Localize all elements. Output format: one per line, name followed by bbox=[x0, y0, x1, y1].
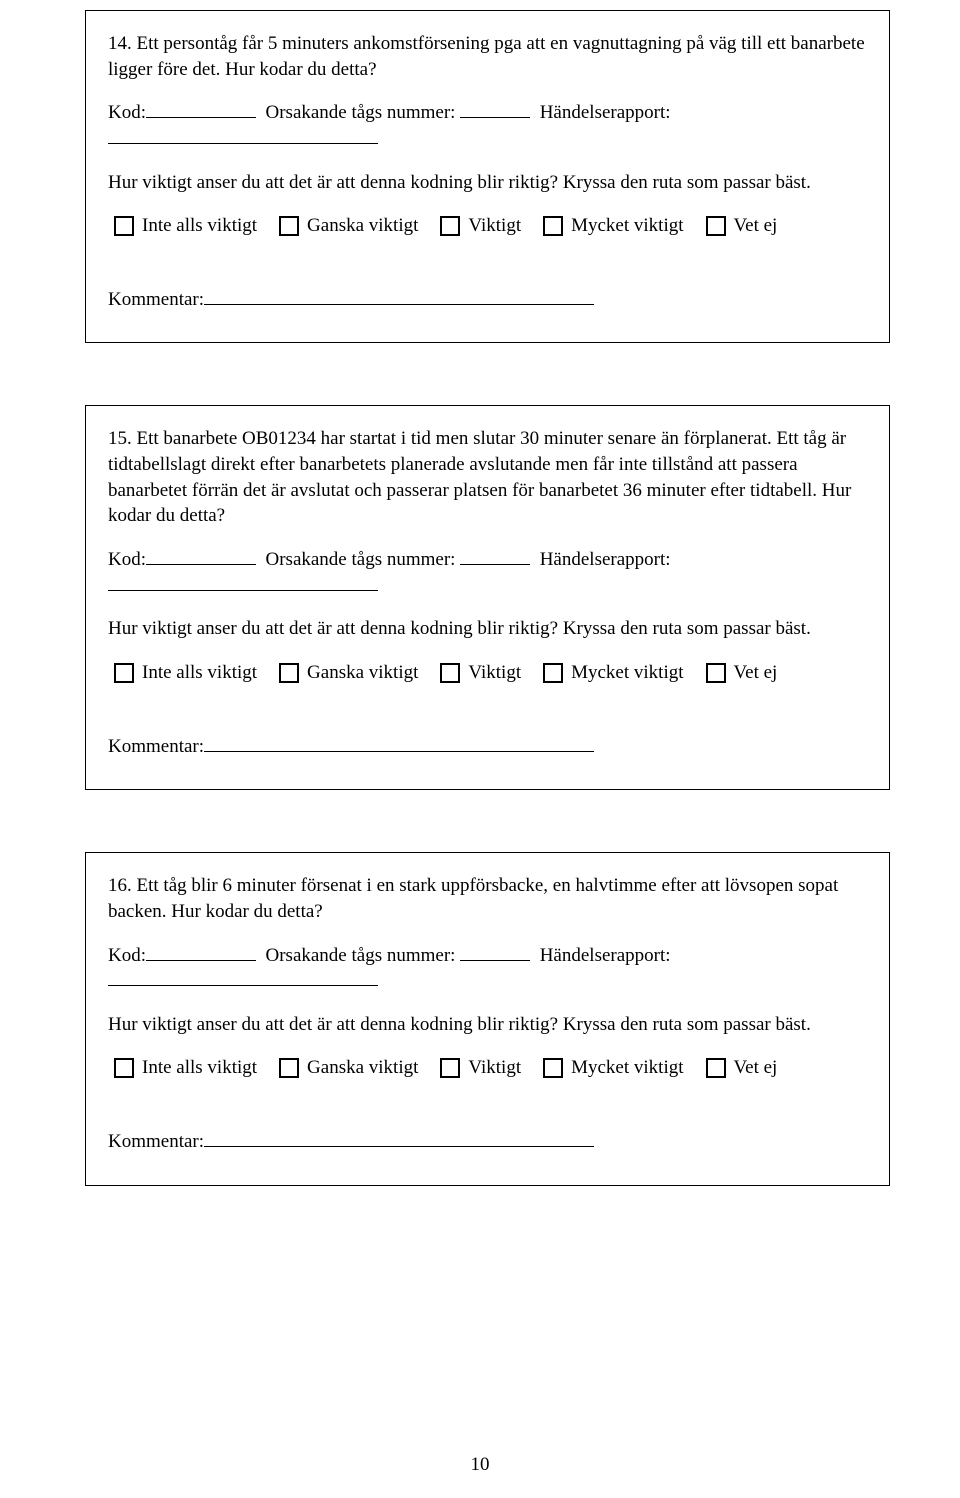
page-number: 10 bbox=[0, 1452, 960, 1478]
kommentar-label: Kommentar: bbox=[108, 736, 204, 757]
question-15-text: 15. Ett banarbete OB01234 har startat i … bbox=[108, 426, 867, 529]
q14-opt-inte[interactable]: Inte alls viktigt bbox=[114, 213, 257, 239]
q14-opt-viktigt[interactable]: Viktigt bbox=[440, 213, 521, 239]
opt-label: Viktigt bbox=[468, 213, 521, 239]
checkbox-icon[interactable] bbox=[543, 216, 563, 236]
orsakande-input-line[interactable] bbox=[460, 960, 530, 961]
q14-opt-vetej[interactable]: Vet ej bbox=[706, 213, 778, 239]
question-16-text: 16. Ett tåg blir 6 minuter försenat i en… bbox=[108, 873, 867, 924]
kod-label: Kod: bbox=[108, 945, 146, 966]
opt-label: Inte alls viktigt bbox=[142, 1055, 257, 1081]
q15-opt-viktigt[interactable]: Viktigt bbox=[440, 660, 521, 686]
q14-comment: Kommentar: bbox=[108, 287, 867, 313]
opt-label: Ganska viktigt bbox=[307, 1055, 418, 1081]
q15-opt-ganska[interactable]: Ganska viktigt bbox=[279, 660, 418, 686]
comment-input-line[interactable] bbox=[204, 751, 594, 752]
checkbox-icon[interactable] bbox=[279, 216, 299, 236]
orsakande-label: Orsakande tågs nummer: bbox=[266, 549, 456, 570]
orsakande-label: Orsakande tågs nummer: bbox=[266, 102, 456, 123]
q15-comment: Kommentar: bbox=[108, 734, 867, 760]
kommentar-label: Kommentar: bbox=[108, 1131, 204, 1152]
comment-input-line[interactable] bbox=[204, 1146, 594, 1147]
kod-input-line[interactable] bbox=[146, 564, 256, 565]
kod-input-line[interactable] bbox=[146, 960, 256, 961]
orsakande-input-line[interactable] bbox=[460, 117, 530, 118]
kommentar-label: Kommentar: bbox=[108, 289, 204, 310]
kod-label: Kod: bbox=[108, 549, 146, 570]
handelserapport-label: Händelserapport: bbox=[540, 945, 671, 966]
question-15-box: 15. Ett banarbete OB01234 har startat i … bbox=[85, 405, 890, 790]
checkbox-icon[interactable] bbox=[543, 663, 563, 683]
q16-opt-vetej[interactable]: Vet ej bbox=[706, 1055, 778, 1081]
checkbox-icon[interactable] bbox=[543, 1058, 563, 1078]
question-16-box: 16. Ett tåg blir 6 minuter försenat i en… bbox=[85, 852, 890, 1185]
q16-opt-viktigt[interactable]: Viktigt bbox=[440, 1055, 521, 1081]
handelserapport-label: Händelserapport: bbox=[540, 102, 671, 123]
q15-opt-vetej[interactable]: Vet ej bbox=[706, 660, 778, 686]
q15-opt-mycket[interactable]: Mycket viktigt bbox=[543, 660, 683, 686]
checkbox-icon[interactable] bbox=[706, 1058, 726, 1078]
q16-opt-mycket[interactable]: Mycket viktigt bbox=[543, 1055, 683, 1081]
page: 14. Ett persontåg får 5 minuters ankomst… bbox=[0, 0, 960, 1498]
checkbox-icon[interactable] bbox=[114, 216, 134, 236]
q14-opt-mycket[interactable]: Mycket viktigt bbox=[543, 213, 683, 239]
question-14-text: 14. Ett persontåg får 5 minuters ankomst… bbox=[108, 31, 867, 82]
opt-label: Vet ej bbox=[734, 660, 778, 686]
q14-instruction: Hur viktigt anser du att det är att denn… bbox=[108, 170, 867, 196]
checkbox-icon[interactable] bbox=[706, 216, 726, 236]
checkbox-icon[interactable] bbox=[279, 1058, 299, 1078]
opt-label: Ganska viktigt bbox=[307, 660, 418, 686]
question-14-box: 14. Ett persontåg får 5 minuters ankomst… bbox=[85, 10, 890, 343]
handelserapport-input-line[interactable] bbox=[108, 985, 378, 986]
q14-opt-ganska[interactable]: Ganska viktigt bbox=[279, 213, 418, 239]
q14-options-row: Inte alls viktigt Ganska viktigt Viktigt… bbox=[108, 213, 867, 239]
opt-label: Mycket viktigt bbox=[571, 660, 683, 686]
opt-label: Mycket viktigt bbox=[571, 213, 683, 239]
opt-label: Mycket viktigt bbox=[571, 1055, 683, 1081]
handelserapport-input-line[interactable] bbox=[108, 590, 378, 591]
handelserapport-input-line[interactable] bbox=[108, 143, 378, 144]
q15-instruction: Hur viktigt anser du att det är att denn… bbox=[108, 616, 867, 642]
opt-label: Vet ej bbox=[734, 213, 778, 239]
opt-label: Inte alls viktigt bbox=[142, 660, 257, 686]
opt-label: Inte alls viktigt bbox=[142, 213, 257, 239]
q15-fields-line: Kod: Orsakande tågs nummer: Händelserapp… bbox=[108, 547, 867, 598]
checkbox-icon[interactable] bbox=[279, 663, 299, 683]
checkbox-icon[interactable] bbox=[706, 663, 726, 683]
comment-input-line[interactable] bbox=[204, 304, 594, 305]
checkbox-icon[interactable] bbox=[440, 1058, 460, 1078]
q14-fields-line: Kod: Orsakande tågs nummer: Händelserapp… bbox=[108, 100, 867, 151]
q15-opt-inte[interactable]: Inte alls viktigt bbox=[114, 660, 257, 686]
opt-label: Ganska viktigt bbox=[307, 213, 418, 239]
q16-fields-line: Kod: Orsakande tågs nummer: Händelserapp… bbox=[108, 943, 867, 994]
q16-opt-ganska[interactable]: Ganska viktigt bbox=[279, 1055, 418, 1081]
q16-comment: Kommentar: bbox=[108, 1129, 867, 1155]
q16-opt-inte[interactable]: Inte alls viktigt bbox=[114, 1055, 257, 1081]
checkbox-icon[interactable] bbox=[440, 663, 460, 683]
checkbox-icon[interactable] bbox=[114, 663, 134, 683]
checkbox-icon[interactable] bbox=[440, 216, 460, 236]
orsakande-input-line[interactable] bbox=[460, 564, 530, 565]
opt-label: Viktigt bbox=[468, 660, 521, 686]
q15-options-row: Inte alls viktigt Ganska viktigt Viktigt… bbox=[108, 660, 867, 686]
handelserapport-label: Händelserapport: bbox=[540, 549, 671, 570]
orsakande-label: Orsakande tågs nummer: bbox=[266, 945, 456, 966]
kod-input-line[interactable] bbox=[146, 117, 256, 118]
opt-label: Vet ej bbox=[734, 1055, 778, 1081]
kod-label: Kod: bbox=[108, 102, 146, 123]
q16-instruction: Hur viktigt anser du att det är att denn… bbox=[108, 1012, 867, 1038]
q16-options-row: Inte alls viktigt Ganska viktigt Viktigt… bbox=[108, 1055, 867, 1081]
checkbox-icon[interactable] bbox=[114, 1058, 134, 1078]
opt-label: Viktigt bbox=[468, 1055, 521, 1081]
